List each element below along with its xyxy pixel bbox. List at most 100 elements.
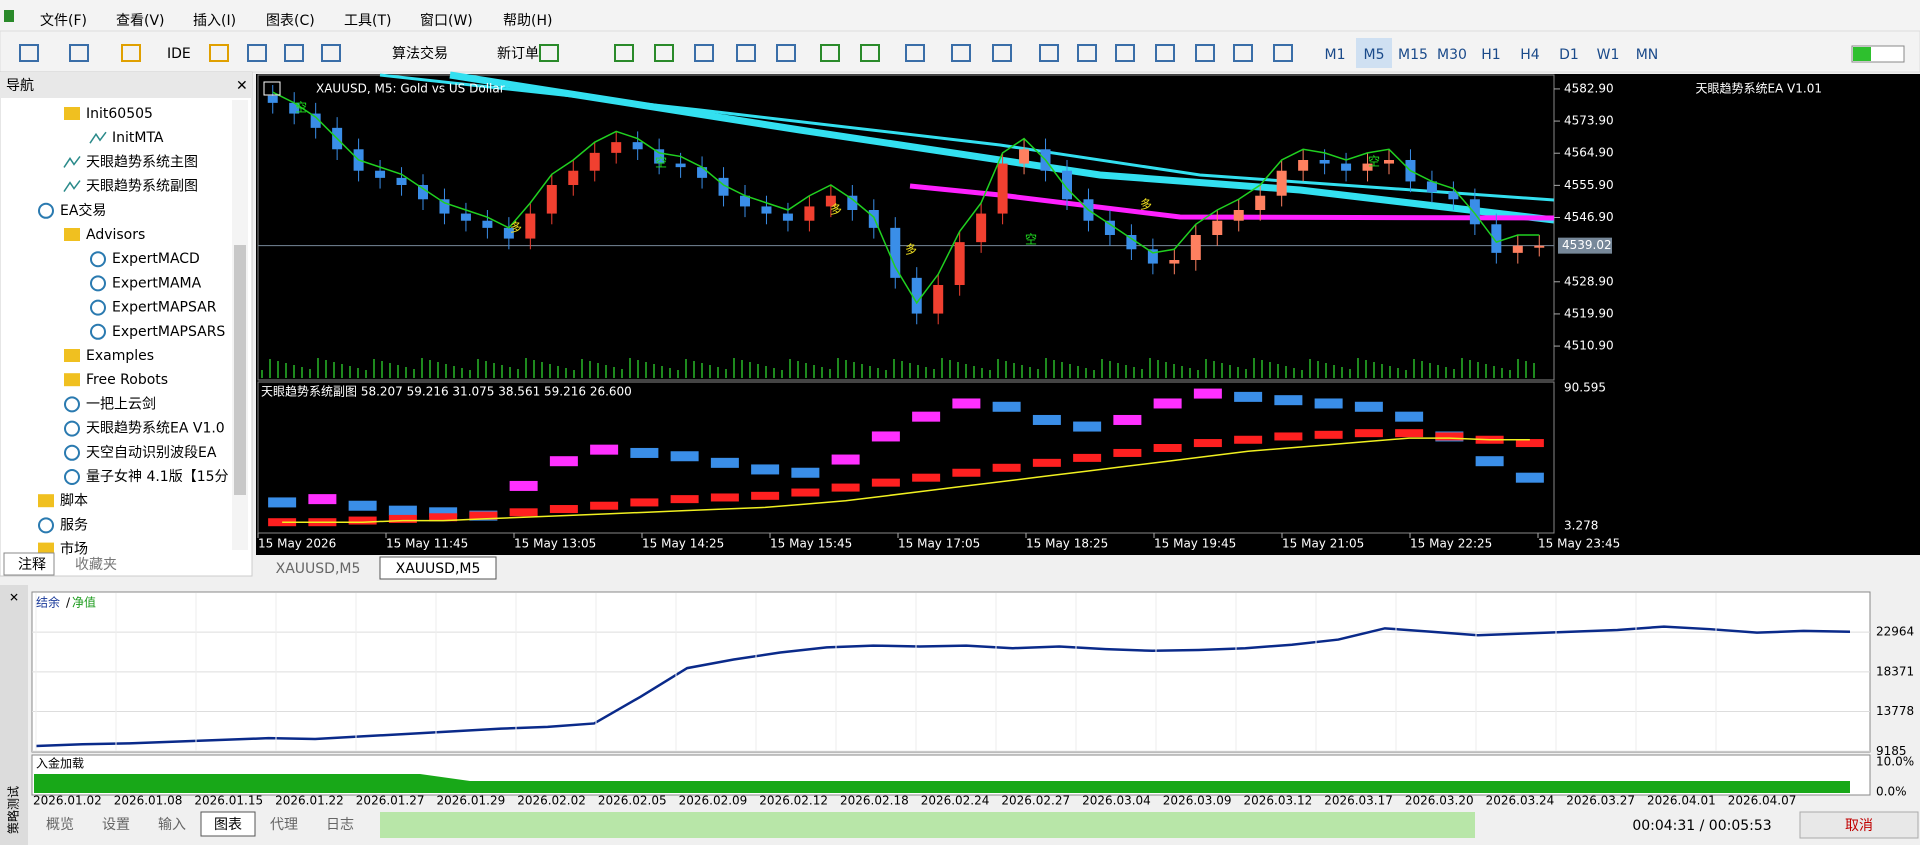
date-label: 2026.02.18 <box>840 794 909 808</box>
time-label: 15 May 14:25 <box>642 537 724 551</box>
tester-tab[interactable]: 代理 <box>270 817 298 833</box>
navigator-item[interactable]: EA交易 <box>60 202 106 219</box>
scroll-thumb[interactable] <box>234 245 246 495</box>
toolbar-button[interactable] <box>1233 44 1253 62</box>
toolbar-button[interactable] <box>905 44 925 62</box>
price-tick-label: 4528.90 <box>1564 274 1614 288</box>
indicator-bar <box>348 500 377 511</box>
timeframe-button[interactable]: M15 <box>1398 47 1428 63</box>
close-icon[interactable]: ✕ <box>236 78 248 94</box>
navigator-item[interactable]: ExpertMAPSARS <box>112 324 225 340</box>
menu-item[interactable]: 插入(I) <box>193 13 236 29</box>
timeframe-button[interactable]: H4 <box>1520 47 1540 63</box>
indicator-bar <box>1032 458 1061 467</box>
cancel-button[interactable] <box>1799 811 1919 839</box>
candle-body <box>718 177 729 196</box>
indicator-bar <box>952 398 981 409</box>
legend-label: 结余 <box>36 595 60 610</box>
timeframe-button[interactable]: H1 <box>1481 47 1500 63</box>
load-area <box>34 774 1850 793</box>
indicator-bar <box>1274 432 1303 441</box>
timeframe-button[interactable]: M1 <box>1325 47 1346 63</box>
navigator-item[interactable]: 量子女神 4.1版【15分 <box>86 468 229 485</box>
toolbar-label[interactable]: 算法交易 <box>392 45 448 62</box>
navigator-item[interactable]: 市场 <box>60 541 88 558</box>
navigator-item[interactable]: 天眼趋势系统主图 <box>86 154 198 170</box>
tester-tab[interactable]: 概览 <box>46 817 74 833</box>
toolbar-label[interactable]: 新订单 <box>497 46 539 62</box>
timeframe-button[interactable]: MN <box>1636 47 1659 63</box>
toolbar-button[interactable] <box>539 44 559 62</box>
navigator-item[interactable]: ExpertMAPSAR <box>112 300 217 316</box>
date-label: 2026.01.15 <box>194 794 263 808</box>
navigator-item[interactable]: ExpertMAMA <box>112 275 202 291</box>
tester-tab[interactable]: 设置 <box>102 817 130 833</box>
navigator-item[interactable]: Init60505 <box>86 106 153 122</box>
tester-tab[interactable]: 图表 <box>214 817 242 833</box>
indicator-bar <box>590 444 619 455</box>
toolbar-button[interactable] <box>1039 44 1059 62</box>
navigator-item[interactable]: 天眼趋势系统EA V1.0 <box>86 421 225 437</box>
timeframe-button[interactable]: M30 <box>1437 47 1467 63</box>
toolbar-button[interactable] <box>694 44 714 62</box>
navigator-item[interactable]: 天空自动识别波段EA <box>86 445 217 461</box>
toolbar-label[interactable]: IDE <box>167 46 191 62</box>
indicator-bar <box>469 511 498 520</box>
navigator-item[interactable]: Advisors <box>86 227 145 243</box>
toolbar-button[interactable] <box>1077 44 1097 62</box>
toolbar-button[interactable] <box>121 44 141 62</box>
timeframe-button[interactable]: D1 <box>1559 47 1579 63</box>
indicator-bar <box>1073 421 1102 432</box>
toolbar-button[interactable] <box>951 44 971 62</box>
navigator-item[interactable]: InitMTA <box>112 130 164 146</box>
toolbar-button[interactable] <box>1273 44 1293 62</box>
navigator-item[interactable]: 一把上云剑 <box>86 396 156 412</box>
menu-item[interactable]: 查看(V) <box>116 13 165 29</box>
tester-tab[interactable]: 日志 <box>326 817 354 833</box>
menu-item[interactable]: 文件(F) <box>40 13 87 29</box>
toolbar-button[interactable] <box>1195 44 1215 62</box>
toolbar-button[interactable] <box>1155 44 1175 62</box>
toolbar-button[interactable] <box>247 44 267 62</box>
candle-body <box>976 213 987 243</box>
menu-item[interactable]: 工具(T) <box>344 13 391 29</box>
navigator-item[interactable]: ExpertMACD <box>112 251 200 267</box>
menu-item[interactable]: 图表(C) <box>266 13 315 29</box>
tester-tab[interactable]: 输入 <box>158 817 186 833</box>
navigator-item[interactable]: 脚本 <box>60 493 88 509</box>
toolbar-button[interactable] <box>1115 44 1135 62</box>
chart-tab[interactable]: XAUUSD,M5 <box>396 561 481 577</box>
menu-item[interactable]: 窗口(W) <box>420 12 473 29</box>
navigator-tab[interactable]: 注释 <box>18 557 46 573</box>
timeframe-button[interactable]: M5 <box>1364 47 1385 63</box>
cancel-label[interactable]: 取消 <box>1845 818 1873 834</box>
toolbar-button[interactable] <box>736 44 756 62</box>
close-icon[interactable]: ✕ <box>9 591 19 605</box>
date-label: 2026.03.20 <box>1405 794 1474 808</box>
navigator-item[interactable]: Free Robots <box>86 372 168 388</box>
toolbar-button[interactable] <box>614 44 634 62</box>
toolbar-button[interactable] <box>284 44 304 62</box>
toolbar-button[interactable] <box>992 44 1012 62</box>
candle-body <box>589 152 600 171</box>
navigator-item[interactable]: 天眼趋势系统副图 <box>86 179 198 195</box>
toolbar-button[interactable] <box>209 44 229 62</box>
candle-body <box>825 195 836 207</box>
toolbar-button[interactable] <box>321 44 341 62</box>
date-label: 2026.02.09 <box>679 794 748 808</box>
candle-body <box>1491 224 1502 253</box>
toolbar-button[interactable] <box>654 44 674 62</box>
toolbar-button[interactable] <box>69 44 89 62</box>
toolbar-button[interactable] <box>776 44 796 62</box>
navigator-tab[interactable]: 收藏夹 <box>75 557 117 573</box>
navigator-item[interactable]: 服务 <box>60 517 88 533</box>
menu-item[interactable]: 帮助(H) <box>503 13 552 29</box>
navigator-item[interactable]: Examples <box>86 348 154 364</box>
toolbar-button[interactable] <box>860 44 880 62</box>
toolbar-button[interactable] <box>19 44 39 62</box>
toolbar-button[interactable] <box>820 44 840 62</box>
chart-tab[interactable]: XAUUSD,M5 <box>276 561 361 577</box>
timeframe-button[interactable]: W1 <box>1597 47 1620 63</box>
signal-label: 空 <box>1368 155 1380 169</box>
